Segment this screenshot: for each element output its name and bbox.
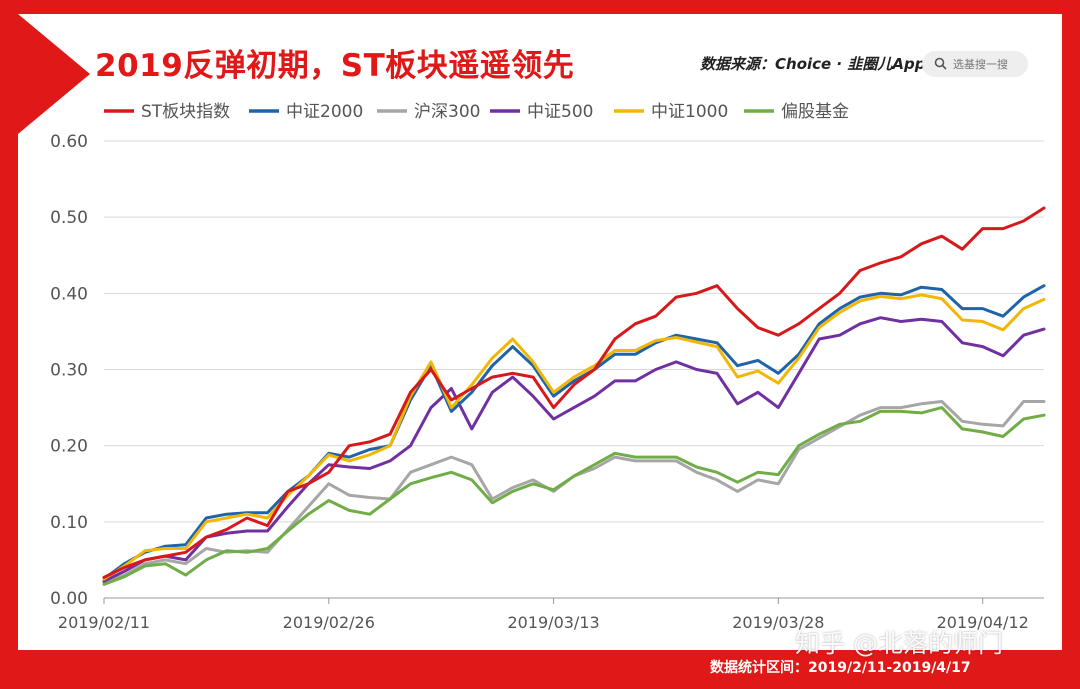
legend: ST板块指数 中证2000 沪深300 中证500 中证1000 偏股基金 [104, 102, 849, 122]
x-tick-label: 2019/04/12 [937, 613, 1029, 632]
y-tick-label: 0.30 [50, 361, 88, 381]
series-line-5 [102, 406, 1046, 586]
data-source-label: 数据来源：Choice · 韭圈儿App [700, 55, 926, 73]
y-tick-label: 0.20 [50, 437, 88, 457]
stats-period: 数据统计区间：2019/2/11-2019/4/17 [710, 660, 971, 676]
legend-label: 沪深300 [414, 102, 480, 122]
y-axis: 0.00 0.10 0.20 0.30 0.40 0.50 0.60 [50, 132, 88, 609]
legend-label: 偏股基金 [781, 102, 849, 122]
legend-label: 中证500 [527, 102, 593, 122]
grid [104, 140, 1044, 599]
series-line-2 [102, 400, 1046, 585]
series-line-1 [102, 284, 1046, 581]
y-tick-label: 0.50 [50, 208, 88, 228]
legend-label: 中证1000 [651, 102, 728, 122]
series-lines [102, 206, 1046, 586]
y-tick-label: 0.00 [50, 589, 88, 609]
y-tick-label: 0.60 [50, 132, 88, 152]
x-tick-label: 2019/03/28 [732, 613, 824, 632]
legend-label: 中证2000 [286, 102, 363, 122]
x-axis: 2019/02/11 2019/02/26 2019/03/13 2019/03/28… [58, 598, 1029, 632]
title-arrow-icon [18, 14, 90, 134]
x-tick-label: 2019/02/26 [283, 613, 375, 632]
series-line-4 [102, 293, 1046, 581]
search-icon[interactable] [934, 57, 947, 70]
chart-title: 2019反弹初期，ST板块遥遥领先 [95, 48, 575, 84]
chart-card [18, 14, 1062, 650]
y-tick-label: 0.10 [50, 513, 88, 533]
series-line-0 [102, 206, 1046, 579]
search-placeholder[interactable]: 选基搜一搜 [953, 58, 1008, 71]
watermark: 知乎 @北落的师门 [795, 629, 1003, 658]
series-line-3 [102, 316, 1046, 583]
legend-label: ST板块指数 [141, 102, 230, 122]
x-tick-label: 2019/02/11 [58, 613, 150, 632]
y-tick-label: 0.40 [50, 284, 88, 304]
search-box[interactable] [922, 51, 1028, 77]
x-tick-label: 2019/03/13 [507, 613, 599, 632]
